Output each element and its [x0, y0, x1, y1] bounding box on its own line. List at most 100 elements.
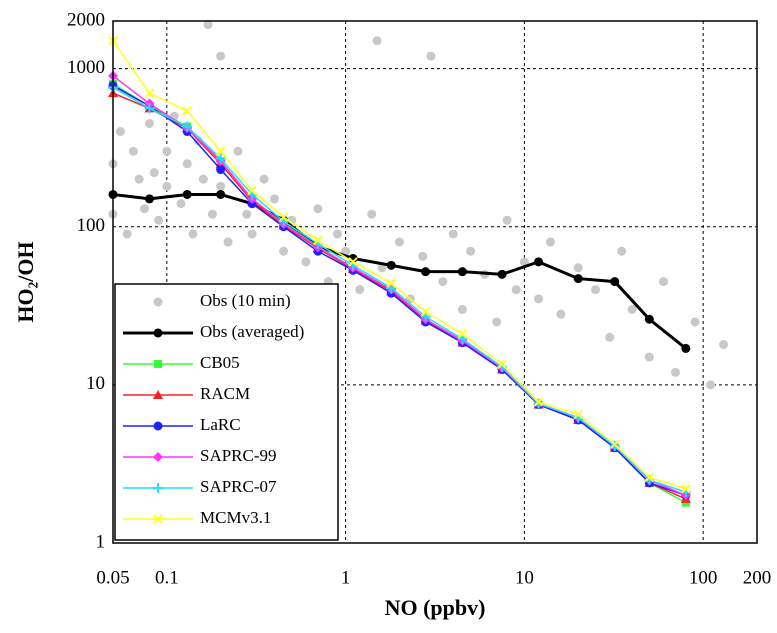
point [670, 367, 680, 377]
point [162, 146, 172, 156]
point [511, 285, 521, 295]
x-tick-label: 0.05 [96, 567, 129, 588]
y-tick-label: 10 [86, 373, 105, 394]
point [144, 194, 154, 204]
point [497, 359, 507, 369]
point [203, 20, 213, 30]
point [182, 159, 192, 169]
point [502, 215, 512, 225]
point [313, 204, 323, 214]
point [182, 106, 192, 116]
point [207, 209, 217, 219]
point [372, 36, 382, 46]
point [644, 472, 655, 483]
point [681, 343, 691, 353]
point [188, 229, 198, 239]
point [176, 199, 186, 209]
point [533, 397, 544, 407]
legend-label: Obs (averaged) [200, 322, 304, 341]
point [278, 212, 289, 222]
point [215, 146, 226, 156]
point [719, 340, 729, 350]
point [332, 229, 342, 239]
legend-label: SAPRC-07 [200, 477, 277, 496]
point [162, 181, 172, 191]
point [144, 118, 154, 128]
point [149, 168, 159, 178]
point [610, 277, 620, 287]
point [122, 229, 132, 239]
point [144, 88, 155, 98]
legend-label: SAPRC-99 [200, 446, 277, 465]
point [644, 352, 654, 362]
y-axis-label: HO₂/OH [13, 241, 38, 322]
point [128, 146, 138, 156]
legend-label: CB05 [200, 353, 240, 372]
point [457, 334, 468, 345]
point [573, 263, 583, 273]
point [198, 174, 208, 184]
point [386, 278, 396, 288]
point [386, 282, 397, 293]
point [386, 260, 396, 270]
point [301, 257, 311, 267]
point [466, 246, 476, 256]
point [247, 185, 257, 196]
x-tick-label: 100 [689, 567, 718, 588]
point [269, 194, 279, 204]
legend-marker [153, 452, 163, 462]
point [573, 274, 583, 284]
point [492, 317, 502, 327]
point [367, 209, 377, 219]
point [457, 329, 468, 339]
legend-label: MCMv3.1 [200, 508, 271, 527]
legend-label: RACM [200, 384, 250, 403]
x-tick-label: 1 [341, 567, 351, 588]
point [182, 189, 192, 199]
point [457, 267, 467, 277]
legend-box [114, 283, 339, 541]
point [420, 307, 431, 317]
series [108, 189, 691, 353]
point [497, 269, 507, 279]
point [644, 314, 654, 324]
point [313, 235, 323, 246]
point [426, 51, 436, 61]
point [215, 153, 226, 164]
point [546, 237, 556, 247]
point [609, 441, 620, 452]
point [605, 332, 615, 342]
point [394, 237, 404, 247]
legend-marker [153, 421, 163, 431]
point [681, 484, 691, 494]
point [706, 380, 716, 390]
point [591, 285, 601, 295]
point [341, 246, 351, 256]
point [438, 277, 448, 287]
point [348, 257, 358, 267]
point [216, 189, 226, 199]
x-tick-label: 0.1 [155, 567, 179, 588]
point [627, 304, 637, 314]
y-tick-label: 1000 [67, 57, 105, 78]
legend-marker [153, 514, 163, 524]
point [556, 309, 566, 319]
point [573, 409, 583, 420]
point [115, 127, 125, 137]
y-tick-label: 2000 [67, 9, 105, 30]
point [139, 204, 149, 214]
point [223, 237, 233, 247]
x-axis-label: NO (ppbv) [385, 595, 486, 620]
legend-label: LaRC [200, 415, 241, 434]
point [617, 246, 627, 256]
legend-marker [154, 360, 162, 368]
y-tick-label: 1 [96, 531, 106, 552]
legend-label: Obs (10 min) [200, 291, 291, 310]
point [279, 246, 289, 256]
point [134, 174, 144, 184]
point [457, 304, 467, 314]
point [154, 215, 164, 225]
point [216, 181, 226, 191]
point [420, 311, 431, 322]
